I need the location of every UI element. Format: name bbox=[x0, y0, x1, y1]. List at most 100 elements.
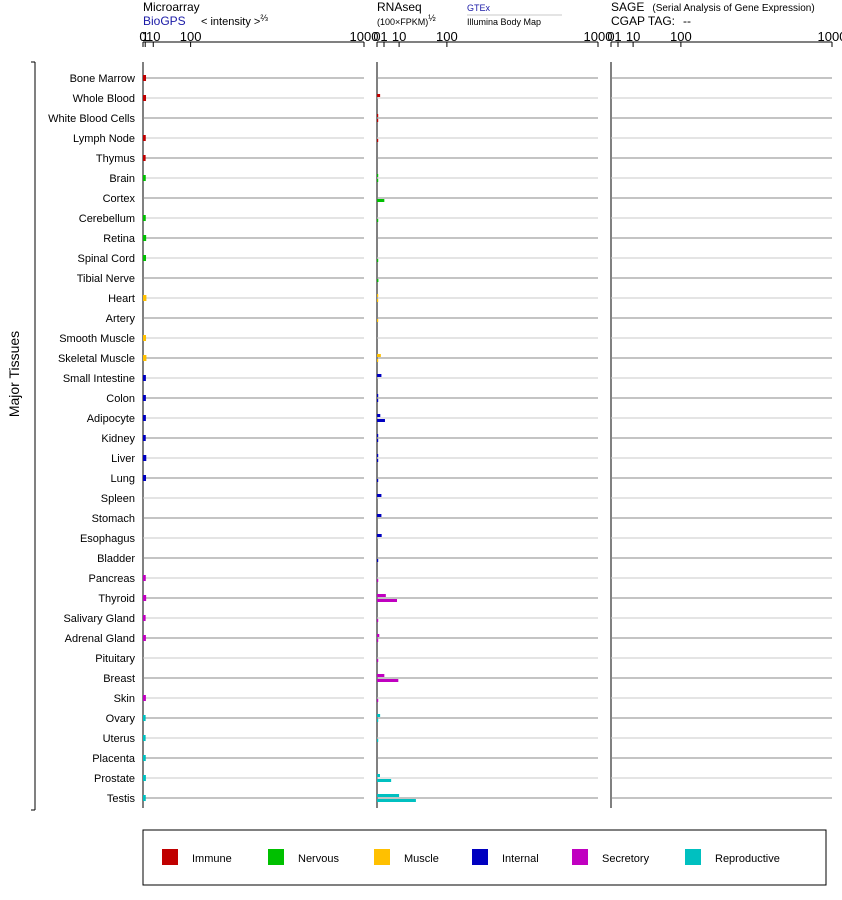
gtex-bar[interactable] bbox=[377, 594, 386, 597]
gtex-bar[interactable] bbox=[377, 494, 382, 497]
row-label: Skin bbox=[114, 693, 135, 705]
gtex-bar[interactable] bbox=[377, 294, 379, 297]
illumina-bar[interactable] bbox=[377, 219, 379, 222]
microarray-bar[interactable] bbox=[143, 435, 146, 441]
microarray-bar[interactable] bbox=[143, 715, 146, 721]
microarray-unit-text: < intensity > bbox=[201, 16, 260, 28]
microarray-bar[interactable] bbox=[143, 575, 146, 581]
illumina-bar[interactable] bbox=[377, 799, 416, 802]
row-label: Artery bbox=[106, 313, 136, 325]
gtex-bar[interactable] bbox=[377, 394, 379, 397]
microarray-bar[interactable] bbox=[143, 755, 146, 761]
row-label: Cortex bbox=[103, 193, 136, 205]
illumina-bar[interactable] bbox=[377, 599, 398, 602]
illumina-bar[interactable] bbox=[377, 259, 379, 262]
row-label: Testis bbox=[107, 793, 136, 805]
rnaseq-tick-label: 0 bbox=[373, 29, 380, 44]
illumina-bar[interactable] bbox=[377, 479, 379, 482]
axes-layer: 011010010000110100100001101001000 bbox=[139, 29, 842, 808]
gtex-bar[interactable] bbox=[377, 534, 382, 537]
microarray-bar[interactable] bbox=[143, 375, 146, 381]
sage-tag: CGAP TAG: -- bbox=[611, 14, 691, 28]
gtex-bar[interactable] bbox=[377, 434, 379, 437]
rnaseq-tick-label: 1000 bbox=[584, 29, 613, 44]
legend-label: Nervous bbox=[298, 853, 339, 865]
illumina-bar[interactable] bbox=[377, 739, 379, 742]
gtex-bar[interactable] bbox=[377, 374, 382, 377]
gtex-bar[interactable] bbox=[377, 414, 381, 417]
microarray-tick-label: 100 bbox=[180, 29, 202, 44]
rnaseq-series-gtex[interactable]: GTEx bbox=[467, 3, 491, 13]
gtex-bar[interactable] bbox=[377, 354, 381, 357]
row-label: Esophagus bbox=[80, 533, 136, 545]
illumina-bar[interactable] bbox=[377, 459, 379, 462]
illumina-bar[interactable] bbox=[377, 639, 379, 642]
illumina-bar[interactable] bbox=[377, 779, 392, 782]
legend-swatch bbox=[685, 849, 701, 865]
microarray-bar[interactable] bbox=[143, 175, 146, 181]
illumina-bar[interactable] bbox=[377, 699, 379, 702]
illumina-bar[interactable] bbox=[377, 299, 379, 302]
microarray-bar[interactable] bbox=[143, 75, 147, 81]
microarray-bar[interactable] bbox=[143, 615, 146, 621]
microarray-bar[interactable] bbox=[143, 355, 147, 361]
group-bracket: Major Tissues bbox=[6, 61, 36, 811]
microarray-bar[interactable] bbox=[143, 255, 147, 261]
row-label: Liver bbox=[111, 453, 135, 465]
illumina-bar[interactable] bbox=[377, 419, 385, 422]
microarray-source-link[interactable]: BioGPS bbox=[143, 14, 186, 28]
microarray-bar[interactable] bbox=[143, 135, 146, 141]
illumina-bar[interactable] bbox=[377, 659, 379, 662]
illumina-bar[interactable] bbox=[377, 199, 385, 202]
gtex-bar[interactable] bbox=[377, 774, 380, 777]
illumina-bar[interactable] bbox=[377, 719, 379, 722]
microarray-bar[interactable] bbox=[143, 215, 146, 221]
microarray-bar[interactable] bbox=[143, 395, 146, 401]
microarray-title: Microarray bbox=[143, 0, 200, 14]
row-label: Spleen bbox=[101, 493, 135, 505]
microarray-bar[interactable] bbox=[143, 735, 146, 741]
gtex-bar[interactable] bbox=[377, 794, 400, 797]
microarray-bar[interactable] bbox=[143, 95, 147, 101]
microarray-bar[interactable] bbox=[143, 235, 147, 241]
row-label: Lymph Node bbox=[73, 133, 135, 145]
gtex-bar[interactable] bbox=[377, 454, 379, 457]
illumina-bar[interactable] bbox=[377, 399, 379, 402]
legend-label: Reproductive bbox=[715, 853, 780, 865]
gtex-bar[interactable] bbox=[377, 114, 379, 117]
microarray-bar[interactable] bbox=[143, 295, 147, 301]
illumina-bar[interactable] bbox=[377, 619, 379, 622]
illumina-bar[interactable] bbox=[377, 559, 379, 562]
microarray-bar[interactable] bbox=[143, 335, 147, 341]
legend-swatch bbox=[572, 849, 588, 865]
illumina-bar[interactable] bbox=[377, 179, 379, 182]
microarray-bar[interactable] bbox=[143, 795, 146, 801]
illumina-bar[interactable] bbox=[377, 359, 379, 362]
microarray-bar[interactable] bbox=[143, 455, 147, 461]
microarray-bar[interactable] bbox=[143, 595, 147, 601]
illumina-bar[interactable] bbox=[377, 139, 379, 142]
microarray-bar[interactable] bbox=[143, 155, 146, 161]
illumina-bar[interactable] bbox=[377, 279, 379, 282]
rnaseq-unit-exponent: ½ bbox=[428, 13, 436, 23]
row-label: Tibial Nerve bbox=[77, 273, 135, 285]
gtex-bar[interactable] bbox=[377, 514, 382, 517]
illumina-bar[interactable] bbox=[377, 119, 379, 122]
microarray-tick-label: 1 bbox=[142, 29, 149, 44]
row-label: Whole Blood bbox=[73, 93, 135, 105]
microarray-bar[interactable] bbox=[143, 415, 146, 421]
gtex-bar[interactable] bbox=[377, 174, 379, 177]
microarray-bar[interactable] bbox=[143, 635, 146, 641]
illumina-bar[interactable] bbox=[377, 319, 379, 322]
microarray-bar[interactable] bbox=[143, 775, 146, 781]
gtex-bar[interactable] bbox=[377, 674, 385, 677]
row-label: Prostate bbox=[94, 773, 135, 785]
illumina-bar[interactable] bbox=[377, 439, 379, 442]
microarray-bar[interactable] bbox=[143, 695, 146, 701]
illumina-bar[interactable] bbox=[377, 679, 399, 682]
gtex-bar[interactable] bbox=[377, 94, 381, 97]
gtex-bar[interactable] bbox=[377, 634, 380, 637]
illumina-bar[interactable] bbox=[377, 579, 379, 582]
microarray-bar[interactable] bbox=[143, 475, 147, 481]
gtex-bar[interactable] bbox=[377, 714, 381, 717]
